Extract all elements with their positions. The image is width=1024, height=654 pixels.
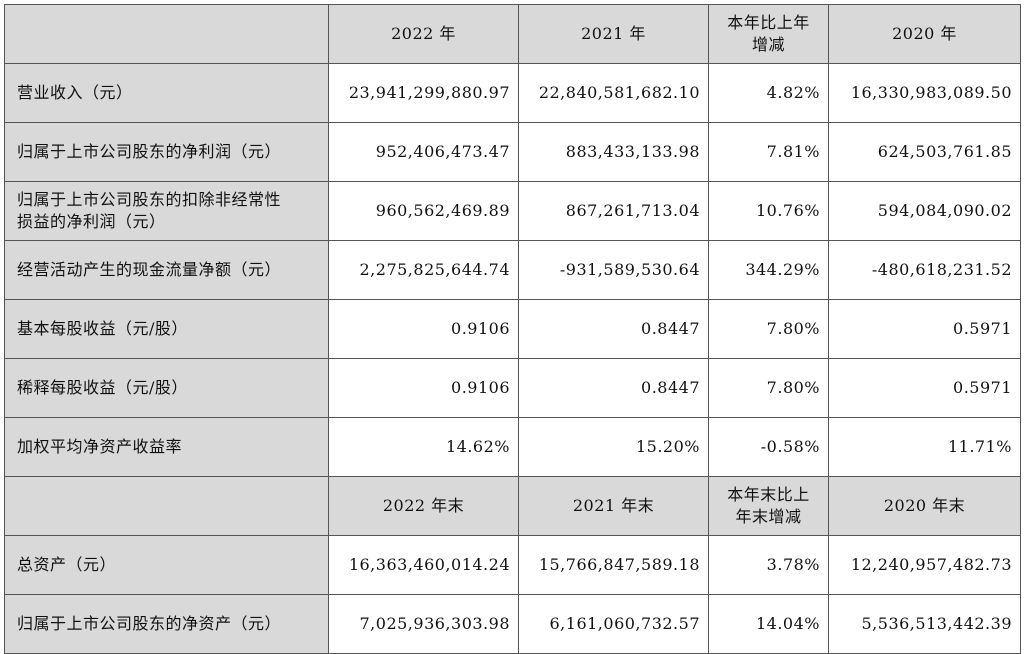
value-cell: 16,330,983,089.50 — [828, 63, 1021, 123]
table-row: 经营活动产生的现金流量净额（元） 2,275,825,644.74 -931,5… — [4, 240, 1021, 300]
table-row: 基本每股收益（元/股） 0.9106 0.8447 7.80% 0.5971 — [4, 299, 1021, 359]
table-row: 总资产（元） 16,363,460,014.24 15,766,847,589.… — [4, 535, 1021, 595]
value-cell: 10.76% — [708, 181, 829, 241]
value-cell: 7.81% — [708, 122, 829, 182]
row-label: 总资产（元） — [4, 535, 329, 595]
header-cell: 2022 年末 — [328, 476, 519, 536]
value-cell: 7,025,936,303.98 — [328, 594, 519, 654]
row-label: 稀释每股收益（元/股） — [4, 358, 329, 418]
value-cell: 624,503,761.85 — [828, 122, 1021, 182]
header-cell: 2021 年 — [518, 4, 709, 64]
table-row: 归属于上市公司股东的扣除非经常性 损益的净利润（元） 960,562,469.8… — [4, 181, 1021, 241]
value-cell: 3.78% — [708, 535, 829, 595]
table-row: 归属于上市公司股东的净资产（元） 7,025,936,303.98 6,161,… — [4, 594, 1021, 654]
value-cell: 867,261,713.04 — [518, 181, 709, 241]
header-row-1: 2022 年 2021 年 本年比上年 增减 2020 年 — [4, 4, 1021, 64]
value-cell: 0.5971 — [828, 299, 1021, 359]
value-cell: 4.82% — [708, 63, 829, 123]
header-cell: 2020 年末 — [828, 476, 1021, 536]
value-cell: 0.8447 — [518, 299, 709, 359]
row-label: 归属于上市公司股东的净利润（元） — [4, 122, 329, 182]
value-cell: 7.80% — [708, 299, 829, 359]
table-row: 营业收入（元） 23,941,299,880.97 22,840,581,682… — [4, 63, 1021, 123]
value-cell: 6,161,060,732.57 — [518, 594, 709, 654]
value-cell: 7.80% — [708, 358, 829, 418]
financial-summary-table: 2022 年 2021 年 本年比上年 增减 2020 年 营业收入（元） 23… — [4, 4, 1021, 654]
header-cell: 2021 年末 — [518, 476, 709, 536]
header-cell: 2020 年 — [828, 4, 1021, 64]
value-cell: 0.9106 — [328, 358, 519, 418]
row-label: 归属于上市公司股东的扣除非经常性 损益的净利润（元） — [4, 181, 329, 241]
header-cell: 本年末比上 年末增减 — [708, 476, 829, 536]
row-label: 经营活动产生的现金流量净额（元） — [4, 240, 329, 300]
value-cell: 11.71% — [828, 417, 1021, 477]
value-cell: 23,941,299,880.97 — [328, 63, 519, 123]
row-label: 营业收入（元） — [4, 63, 329, 123]
value-cell: 22,840,581,682.10 — [518, 63, 709, 123]
value-cell: 594,084,090.02 — [828, 181, 1021, 241]
value-cell: 883,433,133.98 — [518, 122, 709, 182]
header-row-2: 2022 年末 2021 年末 本年末比上 年末增减 2020 年末 — [4, 476, 1021, 536]
value-cell: -0.58% — [708, 417, 829, 477]
value-cell: 14.62% — [328, 417, 519, 477]
header-cell: 本年比上年 增减 — [708, 4, 829, 64]
table-row: 加权平均净资产收益率 14.62% 15.20% -0.58% 11.71% — [4, 417, 1021, 477]
value-cell: -480,618,231.52 — [828, 240, 1021, 300]
value-cell: 14.04% — [708, 594, 829, 654]
row-label: 加权平均净资产收益率 — [4, 417, 329, 477]
value-cell: 15,766,847,589.18 — [518, 535, 709, 595]
table-row: 稀释每股收益（元/股） 0.9106 0.8447 7.80% 0.5971 — [4, 358, 1021, 418]
value-cell: 0.9106 — [328, 299, 519, 359]
header-cell: 2022 年 — [328, 4, 519, 64]
value-cell: 344.29% — [708, 240, 829, 300]
value-cell: -931,589,530.64 — [518, 240, 709, 300]
header-corner-cell — [4, 476, 329, 536]
value-cell: 0.5971 — [828, 358, 1021, 418]
value-cell: 960,562,469.89 — [328, 181, 519, 241]
value-cell: 952,406,473.47 — [328, 122, 519, 182]
value-cell: 0.8447 — [518, 358, 709, 418]
value-cell: 2,275,825,644.74 — [328, 240, 519, 300]
value-cell: 12,240,957,482.73 — [828, 535, 1021, 595]
value-cell: 16,363,460,014.24 — [328, 535, 519, 595]
row-label: 归属于上市公司股东的净资产（元） — [4, 594, 329, 654]
table-row: 归属于上市公司股东的净利润（元） 952,406,473.47 883,433,… — [4, 122, 1021, 182]
value-cell: 5,536,513,442.39 — [828, 594, 1021, 654]
row-label: 基本每股收益（元/股） — [4, 299, 329, 359]
value-cell: 15.20% — [518, 417, 709, 477]
header-corner-cell — [4, 4, 329, 64]
